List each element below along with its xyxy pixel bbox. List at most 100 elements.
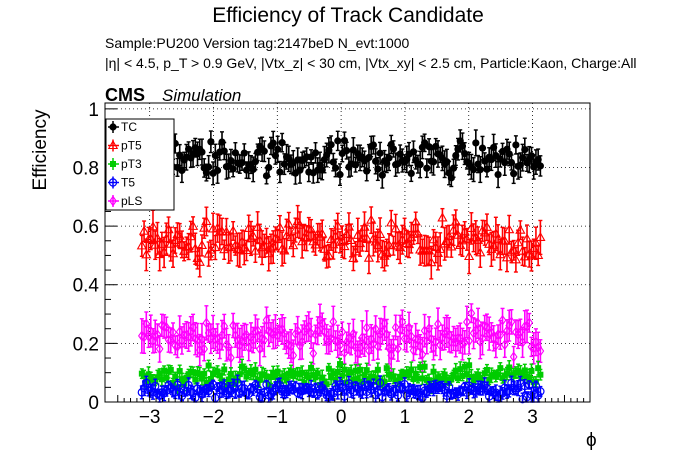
data-point	[378, 392, 387, 402]
data-point	[336, 171, 344, 179]
data-point	[142, 378, 151, 388]
data-point	[208, 380, 218, 389]
data-point	[178, 377, 185, 384]
data-point	[242, 329, 251, 341]
x-tick-label-0: −3	[139, 407, 161, 428]
data-point	[390, 223, 401, 233]
legend-label-pLS: pLS	[121, 194, 142, 208]
data-point	[466, 362, 473, 369]
data-point	[283, 218, 294, 228]
x-tick-label-2: −1	[266, 407, 288, 428]
data-point	[530, 237, 542, 247]
data-point	[205, 244, 217, 254]
data-point	[495, 371, 502, 378]
data-point	[231, 389, 240, 398]
data-point	[221, 226, 232, 236]
data-point	[421, 363, 428, 370]
data-point	[338, 326, 347, 338]
data-point	[385, 154, 393, 162]
data-point	[329, 316, 338, 328]
data-point	[361, 372, 368, 379]
data-point	[429, 158, 438, 166]
data-point	[167, 366, 174, 373]
data-point	[341, 366, 348, 373]
data-point	[510, 254, 522, 264]
data-point	[332, 220, 343, 230]
data-point	[516, 379, 525, 388]
data-point	[459, 372, 466, 379]
data-point	[450, 371, 457, 378]
data-point	[325, 365, 332, 372]
data-point	[410, 376, 417, 383]
data-point	[414, 375, 421, 382]
data-point	[426, 257, 437, 267]
data-point	[293, 388, 302, 398]
data-point	[397, 374, 404, 381]
data-point	[506, 364, 513, 371]
data-point	[278, 139, 286, 147]
data-point	[308, 364, 315, 371]
data-point	[449, 164, 458, 172]
data-point	[220, 320, 229, 332]
data-point	[314, 370, 321, 377]
legend-label-pT5: pT5	[121, 139, 142, 153]
data-point	[334, 137, 342, 145]
data-point	[213, 166, 222, 175]
series-TC	[138, 126, 544, 189]
data-point	[201, 215, 212, 226]
data-point	[178, 166, 186, 175]
data-point	[224, 341, 233, 353]
data-point	[263, 373, 270, 380]
data-point	[270, 369, 277, 376]
data-point	[435, 243, 446, 253]
data-point	[509, 351, 518, 363]
legend: TC pT5 pT3 T5 pLS	[105, 118, 175, 211]
data-point	[253, 324, 262, 336]
data-point	[172, 373, 179, 380]
data-point	[536, 162, 544, 170]
data-point	[274, 368, 281, 375]
data-point	[426, 377, 433, 384]
data-point	[509, 383, 518, 393]
y-tick-label-4: 0.8	[73, 158, 99, 179]
data-point	[371, 323, 380, 335]
data-point	[343, 379, 350, 386]
data-point	[221, 366, 228, 373]
data-point	[383, 365, 390, 372]
data-point	[408, 366, 415, 373]
data-point	[151, 381, 160, 391]
data-point	[338, 383, 347, 393]
data-point	[366, 214, 377, 224]
data-point	[412, 228, 424, 238]
data-point	[441, 371, 448, 378]
data-point	[214, 368, 221, 375]
data-point	[147, 221, 159, 231]
data-point	[535, 231, 546, 241]
data-point	[225, 376, 232, 383]
data-point	[159, 389, 169, 398]
data-point	[274, 145, 282, 153]
data-point	[481, 221, 493, 231]
data-point	[154, 374, 161, 381]
data-point	[260, 147, 268, 155]
data-point	[494, 171, 502, 179]
data-point	[280, 327, 289, 339]
data-point	[299, 369, 306, 376]
data-point	[153, 329, 162, 341]
data-point	[536, 387, 545, 396]
data-series	[136, 126, 546, 404]
data-point	[155, 343, 164, 355]
data-point	[311, 149, 320, 157]
data-point	[443, 230, 455, 241]
data-point	[521, 367, 528, 374]
cms-label: CMS	[105, 85, 145, 105]
data-point	[497, 365, 504, 372]
data-point	[535, 365, 542, 372]
data-point	[169, 326, 177, 338]
data-point	[475, 371, 482, 378]
data-point	[226, 386, 236, 396]
data-point	[183, 374, 190, 381]
data-point	[327, 141, 335, 149]
data-point	[472, 139, 480, 147]
